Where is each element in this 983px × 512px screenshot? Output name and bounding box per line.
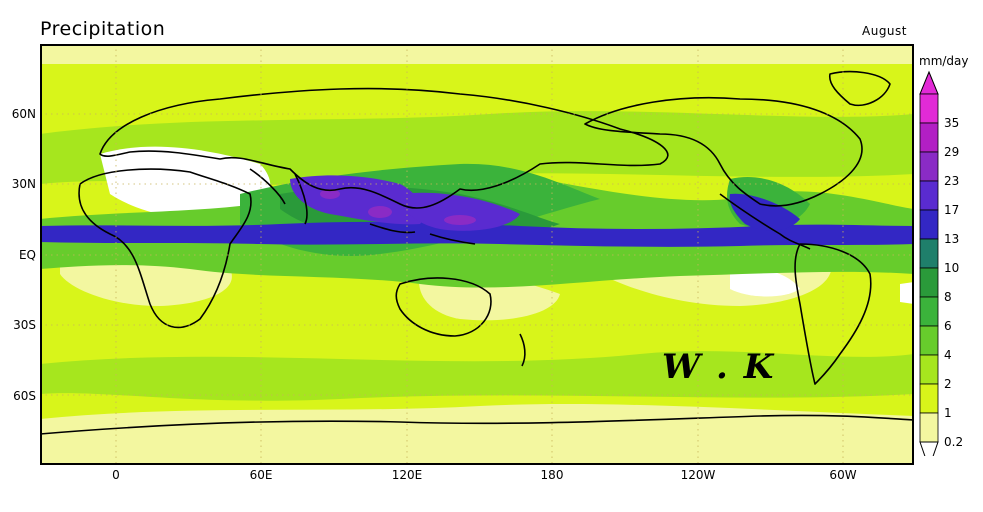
lat-label-eq: EQ — [18, 248, 36, 262]
colorbar-swatch — [919, 180, 939, 211]
graticule — [40, 44, 914, 465]
colorbar-level-label: 10 — [944, 261, 960, 275]
lat-label-60s: 60S — [13, 389, 36, 403]
month-label: August — [862, 24, 907, 38]
colorbar-swatch — [919, 238, 939, 269]
colorbar-units: mm/day — [919, 54, 969, 68]
lon-label-120w: 120W — [680, 468, 716, 482]
lon-label-120e: 120E — [391, 468, 423, 482]
colorbar-bottom-arrow — [919, 441, 939, 456]
lat-label-30n: 30N — [11, 177, 36, 191]
precipitation-map — [40, 44, 914, 465]
colorbar-swatch — [919, 296, 939, 327]
colorbar-swatch — [919, 325, 939, 356]
colorbar-swatch — [919, 209, 939, 240]
colorbar-swatch — [919, 383, 939, 414]
colorbar-swatch — [919, 93, 939, 124]
colorbar-swatch — [919, 267, 939, 298]
colorbar-level-label: 17 — [944, 203, 960, 217]
lon-label-0: 0 — [112, 468, 120, 482]
colorbar-top-arrow — [919, 70, 939, 95]
lon-label-60w: 60W — [829, 468, 857, 482]
lon-label-60e: 60E — [249, 468, 273, 482]
colorbar-level-label: 23 — [944, 174, 960, 188]
colorbar-level-label: 1 — [944, 406, 952, 420]
colorbar-swatch — [919, 151, 939, 182]
colorbar-level-label: 8 — [944, 290, 952, 304]
colorbar-level-label: 4 — [944, 348, 952, 362]
colorbar-level-label: 29 — [944, 145, 960, 159]
map-title: Precipitation — [40, 18, 166, 40]
watermark-text: W . K — [662, 347, 776, 387]
lat-label-60n: 60N — [11, 107, 36, 121]
colorbar-level-label: 13 — [944, 232, 960, 246]
colorbar-level-label: 2 — [944, 377, 952, 391]
colorbar-level-label: 35 — [944, 116, 960, 130]
colorbar-level-label: 0.2 — [944, 435, 964, 449]
lat-label-30s: 30S — [13, 318, 36, 332]
colorbar-swatch — [919, 354, 939, 385]
map-frame — [40, 44, 914, 465]
colorbar-swatch — [919, 122, 939, 153]
colorbar-swatch — [919, 412, 939, 443]
colorbar — [919, 70, 939, 456]
colorbar-level-label: 6 — [944, 319, 952, 333]
lon-label-180: 180 — [540, 468, 564, 482]
